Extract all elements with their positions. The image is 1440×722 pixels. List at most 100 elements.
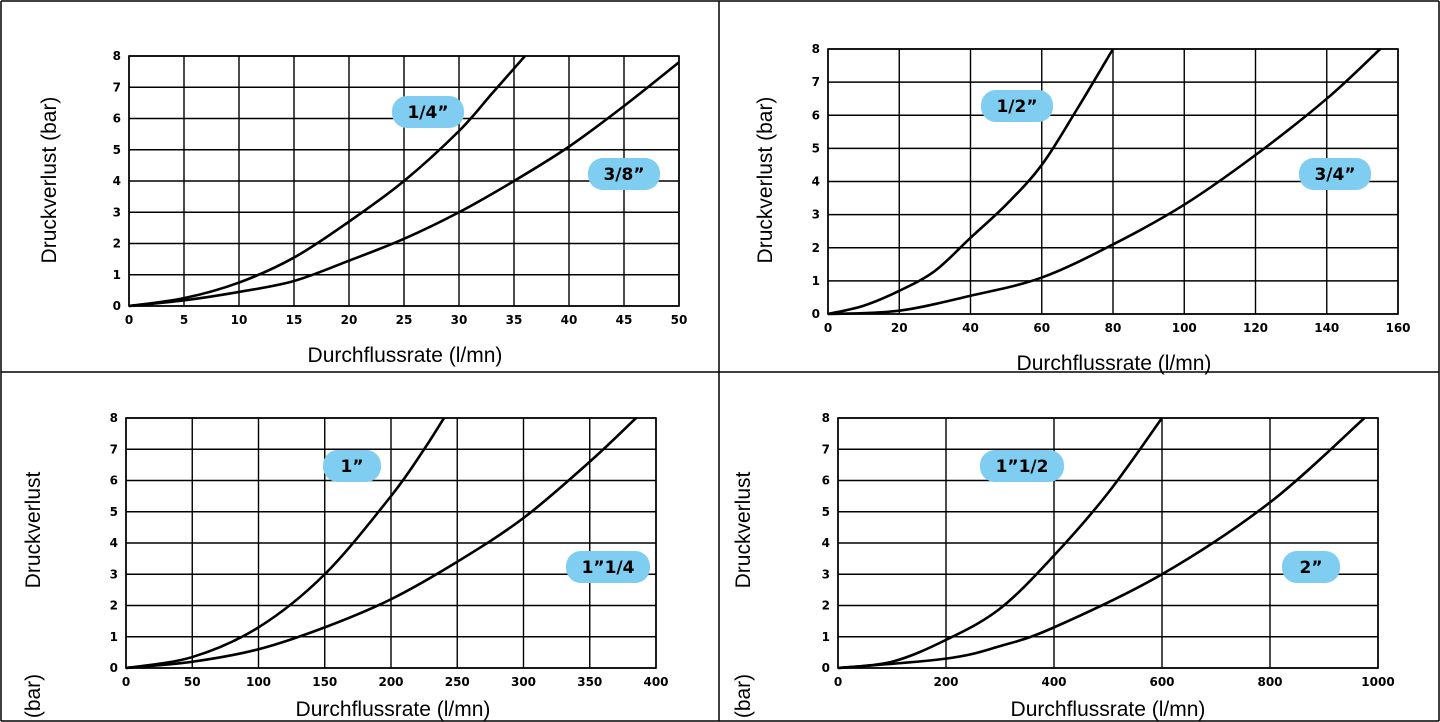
y-tick-label: 3 [812, 208, 820, 222]
x-tick-label: 160 [1385, 321, 1410, 335]
plot-area [837, 417, 1379, 669]
y-tick-label: 1 [110, 630, 118, 644]
series-label: 1” [323, 450, 381, 482]
x-tick-label: 400 [643, 675, 668, 689]
x-tick-label: 800 [1257, 675, 1282, 689]
y-tick-label: 7 [822, 442, 830, 456]
y-tick-label: 3 [113, 205, 121, 219]
y-tick-label: 2 [822, 599, 830, 613]
x-tick-label: 40 [962, 321, 979, 335]
x-tick-label: 25 [396, 313, 413, 327]
x-tick-label: 600 [1149, 675, 1174, 689]
series-label-text: 1”1/4 [582, 558, 635, 578]
y-axis-label: Druckverlust (bar) [754, 97, 777, 264]
series-label: 1/4” [392, 96, 464, 128]
x-tick-label: 200 [378, 675, 403, 689]
y-tick-label: 2 [113, 237, 121, 251]
y-tick-label: 1 [113, 268, 121, 282]
y-tick-label: 3 [110, 567, 118, 581]
x-axis-label: Durchflussrate (l/mn) [308, 344, 503, 367]
x-tick-label: 15 [286, 313, 303, 327]
y-tick-label: 4 [812, 175, 820, 189]
chart-2: 0 20 40 60 80 100 120 140 160 0 1 2 3 4 5 6 7 8 Durchfluss… [754, 42, 1411, 375]
y-tick-label: 6 [113, 112, 121, 126]
series-line [128, 61, 680, 308]
x-tick-label: 100 [246, 675, 271, 689]
series-line [128, 55, 526, 308]
x-tick-label: 20 [891, 321, 908, 335]
x-axis-label: Durchflussrate (l/mn) [1011, 698, 1206, 721]
series-label: 3/4” [1299, 158, 1371, 190]
y-tick-label: 5 [812, 141, 820, 155]
series-label-bubble [588, 158, 660, 190]
y-axis-label: Druckverlust (bar) [38, 97, 61, 264]
y-tick-label: 4 [113, 174, 121, 188]
x-tick-label: 10 [231, 313, 248, 327]
y-tick-label: 8 [110, 411, 118, 425]
y-axis-label: Druckverlust [732, 471, 755, 588]
series-label-bubble [566, 551, 650, 583]
plot-area [125, 417, 657, 669]
y-tick-label: 5 [113, 143, 121, 157]
y-tick-label: 7 [812, 75, 820, 89]
series-label-text: 1”1/2 [996, 457, 1049, 477]
series-label-text: 1/2” [996, 97, 1037, 117]
y-tick-label: 1 [812, 274, 820, 288]
y-tick-label: 5 [822, 505, 830, 519]
x-tick-label: 50 [184, 675, 201, 689]
x-tick-label: 5 [180, 313, 188, 327]
y-tick-label: 0 [812, 307, 820, 321]
y-tick-label: 5 [110, 505, 118, 519]
series-label: 3/8” [588, 158, 660, 190]
y-tick-label: 6 [812, 108, 820, 122]
series-label-text: 3/4” [1314, 165, 1355, 185]
x-tick-label: 0 [122, 675, 130, 689]
x-tick-label: 40 [561, 313, 578, 327]
series-label: 2” [1282, 551, 1340, 583]
y-tick-label: 4 [110, 536, 118, 550]
y-axis-unit-label: (bar) [22, 674, 45, 718]
y-tick-label: 1 [822, 630, 830, 644]
x-tick-label: 400 [1041, 675, 1066, 689]
x-tick-label: 80 [1105, 321, 1122, 335]
x-tick-label: 350 [577, 675, 602, 689]
plot-area [128, 55, 680, 307]
series-label: 1”1/2 [980, 450, 1064, 482]
x-tick-label: 0 [824, 321, 832, 335]
y-tick-label: 8 [812, 42, 820, 56]
y-tick-label: 0 [110, 661, 118, 675]
x-axis-label: Durchflussrate (l/mn) [1017, 352, 1212, 375]
series-line [125, 417, 446, 670]
x-tick-label: 140 [1314, 321, 1339, 335]
series-label-text: 1/4” [407, 103, 448, 123]
x-tick-label: 35 [506, 313, 523, 327]
x-tick-label: 120 [1243, 321, 1268, 335]
y-tick-label: 7 [110, 442, 118, 456]
y-axis-unit-label: (bar) [732, 674, 755, 718]
y-tick-label: 8 [822, 411, 830, 425]
series-line [827, 48, 1382, 316]
x-tick-label: 30 [451, 313, 468, 327]
series-label: 1”1/4 [566, 551, 650, 583]
y-tick-label: 2 [812, 241, 820, 255]
y-tick-label: 0 [113, 299, 121, 313]
series-label-text: 2” [1299, 558, 1322, 578]
y-tick-label: 7 [113, 80, 121, 94]
y-tick-label: 3 [822, 567, 830, 581]
y-tick-label: 6 [822, 474, 830, 488]
chart-3: 0 50 100 150 200 250 300 350 400 0 1 2 3 4 5 6 7 8 Durchfl… [22, 411, 669, 721]
series-label-bubble [323, 450, 381, 482]
x-tick-label: 100 [1172, 321, 1197, 335]
series-line [837, 417, 1164, 670]
y-tick-label: 6 [110, 474, 118, 488]
chart-1: 0 5 10 15 20 25 30 35 40 45 50012345678Durchflussr… [38, 49, 687, 367]
x-tick-label: 1000 [1361, 675, 1394, 689]
series-label-bubble [392, 96, 464, 128]
series-label-bubble [981, 90, 1053, 122]
series-line [125, 417, 638, 670]
x-tick-label: 60 [1033, 321, 1050, 335]
y-tick-label: 4 [822, 536, 830, 550]
x-tick-label: 200 [933, 675, 958, 689]
series-label: 1/2” [981, 90, 1053, 122]
